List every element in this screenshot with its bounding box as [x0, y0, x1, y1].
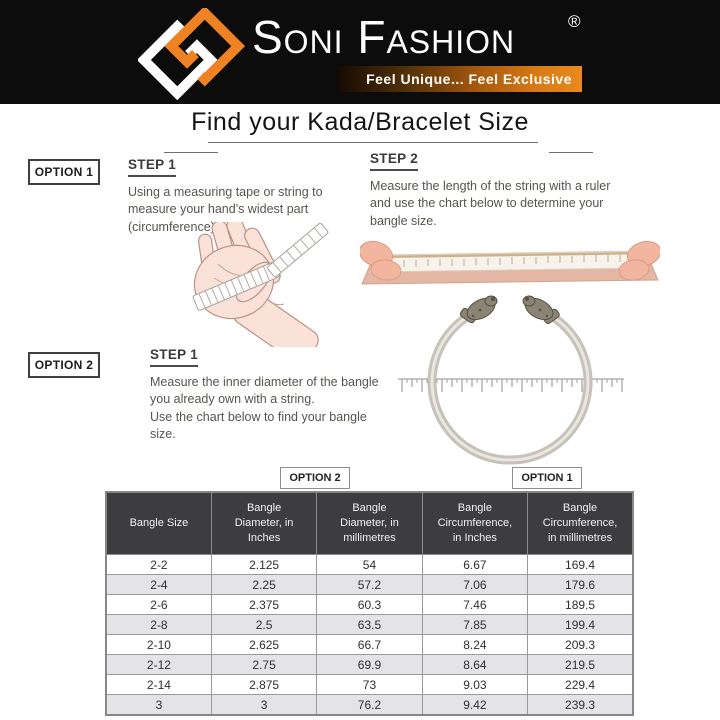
chart-option2-label: OPTION 2: [280, 467, 350, 489]
size-row: 2-10 2.625 66.7 8.24 209.3: [105, 634, 634, 655]
size-cell: 73: [316, 674, 423, 695]
size-cell: 2.125: [210, 554, 318, 575]
size-cell: 2-12: [105, 654, 212, 675]
option2-step1-text: Measure the inner diameter of the bangle…: [150, 374, 392, 443]
size-cell: 219.5: [527, 654, 634, 675]
registered-trademark-icon: ®: [568, 12, 581, 31]
decorative-line-left: [164, 152, 218, 153]
size-row: 2-12 2.75 69.9 8.64 219.5: [105, 654, 634, 675]
title-underline: [208, 142, 538, 143]
size-cell: 199.4: [527, 614, 634, 635]
size-cell: 3: [210, 694, 318, 716]
header-circumference-mm: Bangle Circumference, in millimetres: [527, 491, 634, 555]
option2-step1-line1: Measure the inner diameter of the bangle…: [150, 375, 379, 407]
chart-option1-label: OPTION 1: [512, 467, 582, 489]
size-cell: 209.3: [527, 634, 634, 655]
size-table-header: Bangle Size Bangle Diameter, in Inches B…: [105, 491, 634, 555]
size-row: 2-14 2.875 73 9.03 229.4: [105, 674, 634, 695]
size-cell: 2-14: [105, 674, 212, 695]
size-cell: 2-8: [105, 614, 212, 635]
option2-step1-line2: Use the chart below to find your bangle …: [150, 409, 367, 441]
size-cell: 2.875: [210, 674, 318, 695]
page-title: Find your Kada/Bracelet Size: [191, 108, 529, 136]
size-row: 2-6 2.375 60.3 7.46 189.5: [105, 594, 634, 615]
decorative-line-right: [549, 152, 593, 153]
size-cell: 9.42: [421, 694, 529, 716]
size-cell: 2-10: [105, 634, 212, 655]
option1-step2-text: Measure the length of the string with a …: [370, 179, 611, 228]
size-cell: 66.7: [316, 634, 423, 655]
header-bangle-size: Bangle Size: [105, 491, 212, 555]
size-row: 2-4 2.25 57.2 7.06 179.6: [105, 574, 634, 595]
option2-step1-heading: STEP 1: [150, 347, 199, 367]
brand-header: Soni Fashion ® Feel Unique... Feel Exclu…: [0, 0, 720, 104]
option1-step2-heading: STEP 2: [370, 151, 419, 171]
size-cell: 76.2: [316, 694, 423, 716]
option1-badge: OPTION 1: [28, 159, 100, 185]
size-cell: 2.5: [210, 614, 318, 635]
header-diameter-mm: Bangle Diameter, in millimetres: [316, 491, 423, 555]
size-cell: 2.375: [210, 594, 318, 615]
size-cell: 2-2: [105, 554, 212, 575]
size-row: 3 3 76.2 9.42 239.3: [105, 694, 634, 716]
size-cell: 7.06: [421, 574, 529, 595]
bangle-size-table: Bangle Size Bangle Diameter, in Inches B…: [105, 491, 634, 716]
header-diameter-inches: Bangle Diameter, in Inches: [210, 491, 318, 555]
size-cell: 239.3: [527, 694, 634, 716]
size-table-body: 2-2 2.125 54 6.67 169.4 2-4 2.25 57.2 7.…: [105, 554, 634, 716]
size-cell: 7.85: [421, 614, 529, 635]
size-cell: 8.64: [421, 654, 529, 675]
option2-badge: OPTION 2: [28, 352, 100, 378]
size-cell: 2-4: [105, 574, 212, 595]
size-cell: 60.3: [316, 594, 423, 615]
size-cell: 54: [316, 554, 423, 575]
string-over-ruler-photo: [360, 240, 660, 285]
size-cell: 2.625: [210, 634, 318, 655]
size-row: 2-8 2.5 63.5 7.85 199.4: [105, 614, 634, 635]
header-row: Bangle Size Bangle Diameter, in Inches B…: [105, 491, 634, 555]
size-cell: 2.75: [210, 654, 318, 675]
option1-step1-text: Using a measuring tape or string to meas…: [128, 185, 323, 234]
option1-step1-heading: STEP 1: [128, 157, 177, 177]
size-cell: 2.25: [210, 574, 318, 595]
size-cell: 229.4: [527, 674, 634, 695]
size-cell: 57.2: [316, 574, 423, 595]
size-cell: 6.67: [421, 554, 529, 575]
soni-fashion-logo-icon: [138, 8, 246, 100]
size-cell: 63.5: [316, 614, 423, 635]
size-cell: 169.4: [527, 554, 634, 575]
size-cell: 3: [105, 694, 212, 716]
size-cell: 189.5: [527, 594, 634, 615]
brand-tagline: Feel Unique... Feel Exclusive: [338, 66, 582, 92]
hand-measuring-tape-illustration: [192, 222, 329, 347]
size-cell: 7.46: [421, 594, 529, 615]
size-cell: 69.9: [316, 654, 423, 675]
size-cell: 9.03: [421, 674, 529, 695]
kada-inner-diameter-photo: [398, 295, 624, 465]
size-cell: 2-6: [105, 594, 212, 615]
size-cell: 8.24: [421, 634, 529, 655]
size-row: 2-2 2.125 54 6.67 169.4: [105, 554, 634, 575]
size-cell: 179.6: [527, 574, 634, 595]
brand-name: Soni Fashion: [252, 11, 516, 63]
header-circumference-inches: Bangle Circumference, in Inches: [421, 491, 529, 555]
